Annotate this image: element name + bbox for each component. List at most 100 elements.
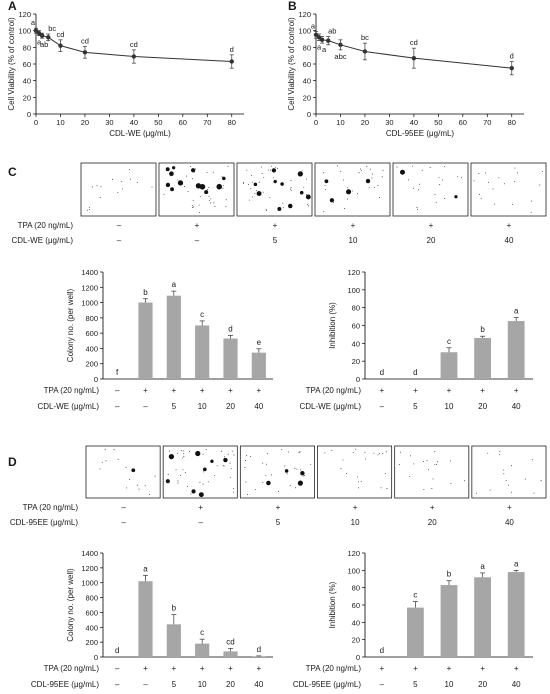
colony-dot [105, 460, 107, 462]
colony-dot [138, 488, 140, 490]
y-axis-label: Colony no. (per well) [66, 288, 75, 362]
y-axis-label: Cell Viability (% of control) [287, 17, 296, 111]
colony-dot [220, 450, 222, 452]
colony-dot [202, 483, 204, 485]
colony-dot [503, 183, 505, 185]
row-label-tpa: TPA (20 ng/mL) [44, 664, 100, 673]
data-point [362, 49, 368, 54]
significance-label: b [143, 288, 148, 297]
colony-dot [347, 187, 349, 189]
bar [166, 295, 181, 379]
colony-dot [480, 197, 482, 199]
colony-dot [454, 195, 458, 199]
colony-dot [485, 172, 486, 174]
colony-dot [244, 467, 246, 468]
colony-dot [111, 178, 113, 180]
colony-dot [478, 193, 480, 195]
colony-dot [167, 473, 169, 475]
y-tick-label: 20 [303, 93, 311, 102]
y-tick-label: 1200 [81, 564, 98, 573]
dose-mark: 20 [427, 236, 436, 245]
dose-mark: 10 [351, 518, 360, 527]
tpa-mark: + [514, 664, 519, 673]
y-tick-label: 200 [85, 638, 98, 647]
panel-letter: B [288, 0, 297, 13]
colony-dot [265, 210, 267, 211]
colony-dot [436, 464, 438, 465]
colony-image [470, 162, 547, 217]
dose-mark: 40 [512, 402, 521, 411]
colony-dot [136, 484, 138, 486]
colony-dot [384, 473, 386, 475]
colony-dot [308, 205, 310, 207]
row-label-tpa: TPA (20 ng/mL) [23, 503, 79, 512]
tpa-mark: + [413, 664, 418, 673]
row-label-dose: CDL-WE (μg/mL) [12, 236, 74, 245]
colony-dot [437, 461, 439, 463]
colony-dot [271, 168, 277, 173]
colony-dot [168, 450, 170, 452]
colony-dot [181, 450, 182, 452]
colony-dot [461, 176, 462, 178]
colony-dot [151, 186, 153, 188]
colony-dot [245, 481, 247, 483]
colony-dot [351, 190, 353, 192]
colony-dot [511, 465, 513, 467]
colony-dot [457, 176, 459, 178]
panel-letter: D [8, 455, 17, 469]
colony-dot [265, 208, 267, 210]
colony-dot [489, 489, 491, 491]
dose-mark: 20 [428, 518, 437, 527]
colony-dot [193, 206, 194, 208]
row-label-tpa: TPA (20 ng/mL) [306, 664, 362, 673]
colony-dot [149, 494, 151, 495]
colony-dot [329, 198, 335, 203]
colony-dot [222, 185, 224, 186]
significance-label: cd [130, 40, 138, 49]
colony-dot [227, 165, 229, 167]
colony-dot [269, 169, 271, 171]
x-tick-label: 70 [203, 118, 211, 127]
colony-dot [244, 460, 246, 461]
colony-dot [182, 453, 184, 455]
colony-dot [273, 179, 277, 184]
y-tick-label: 120 [347, 268, 360, 277]
x-tick-label: 50 [434, 118, 442, 127]
tpa-mark: + [200, 386, 205, 395]
tpa-mark: + [143, 386, 148, 395]
colony-dot [191, 204, 193, 206]
significance-label: cd [81, 37, 89, 46]
y-tick-label: 0 [27, 110, 31, 119]
colony-dot [409, 476, 411, 477]
colony-dot [410, 455, 412, 457]
colony-dot [208, 195, 210, 197]
colony-dot [487, 452, 489, 454]
colony-dot [246, 494, 248, 496]
colony-dot [286, 473, 288, 475]
colony-dot [187, 190, 189, 192]
colony-dot [503, 469, 505, 471]
dose-mark: – [115, 680, 120, 689]
y-tick-label: 200 [85, 360, 98, 369]
colony-dot [417, 208, 418, 210]
tpa-mark: + [228, 386, 233, 395]
colony-dot [297, 480, 303, 486]
y-tick-label: 20 [23, 93, 31, 102]
colony-dot [289, 484, 291, 486]
colony-dot [305, 194, 307, 196]
x-tick-label: 10 [336, 118, 344, 127]
colony-dot [258, 181, 260, 183]
colony-dot [222, 465, 224, 467]
colony-dot [302, 475, 304, 477]
data-point [319, 37, 325, 43]
colony-dot [267, 169, 269, 171]
colony-dot [182, 450, 184, 452]
tpa-mark: + [143, 664, 148, 673]
colony-dot [333, 202, 334, 204]
colony-dot [251, 174, 253, 176]
colony-dot [306, 178, 308, 180]
colony-dot [192, 200, 194, 202]
colony-dot [358, 172, 360, 174]
colony-dot [214, 205, 216, 207]
x-tick-label: 40 [130, 118, 138, 127]
